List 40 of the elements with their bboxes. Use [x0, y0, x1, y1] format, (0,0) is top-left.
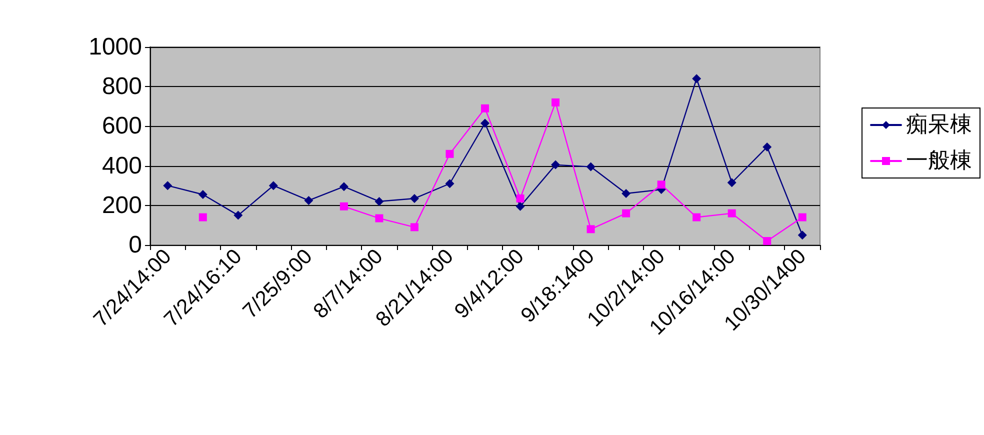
y-tick-label: 400	[102, 152, 142, 180]
point	[198, 213, 207, 222]
point	[763, 237, 772, 246]
point	[657, 180, 666, 189]
point	[234, 210, 243, 220]
point	[163, 181, 172, 190]
point	[622, 189, 631, 198]
point	[268, 181, 278, 190]
point	[480, 118, 490, 128]
y-tick-label: 800	[102, 73, 142, 100]
y-tick-label: 200	[102, 192, 142, 219]
point	[516, 202, 525, 211]
point	[586, 225, 595, 234]
point	[692, 213, 701, 222]
y-tick-label: 1000	[88, 34, 142, 60]
point	[374, 196, 384, 206]
point	[481, 104, 489, 112]
point	[728, 209, 736, 218]
point	[762, 142, 772, 152]
point	[622, 209, 630, 218]
legend-label: 痴呆棟	[906, 112, 972, 138]
point	[304, 196, 314, 205]
point	[798, 213, 806, 222]
point	[198, 190, 208, 200]
point	[375, 214, 384, 222]
point	[727, 178, 736, 188]
point	[446, 150, 454, 158]
y-tick-label: 600	[102, 112, 142, 140]
point	[551, 160, 560, 170]
point	[445, 179, 454, 188]
legend-label: 一般棟	[906, 148, 972, 174]
point	[339, 182, 348, 192]
point	[410, 223, 418, 232]
point	[340, 202, 348, 210]
point	[798, 230, 807, 240]
point	[692, 74, 702, 84]
point	[552, 98, 560, 106]
point	[516, 194, 524, 202]
point	[410, 194, 419, 203]
point	[586, 162, 596, 172]
